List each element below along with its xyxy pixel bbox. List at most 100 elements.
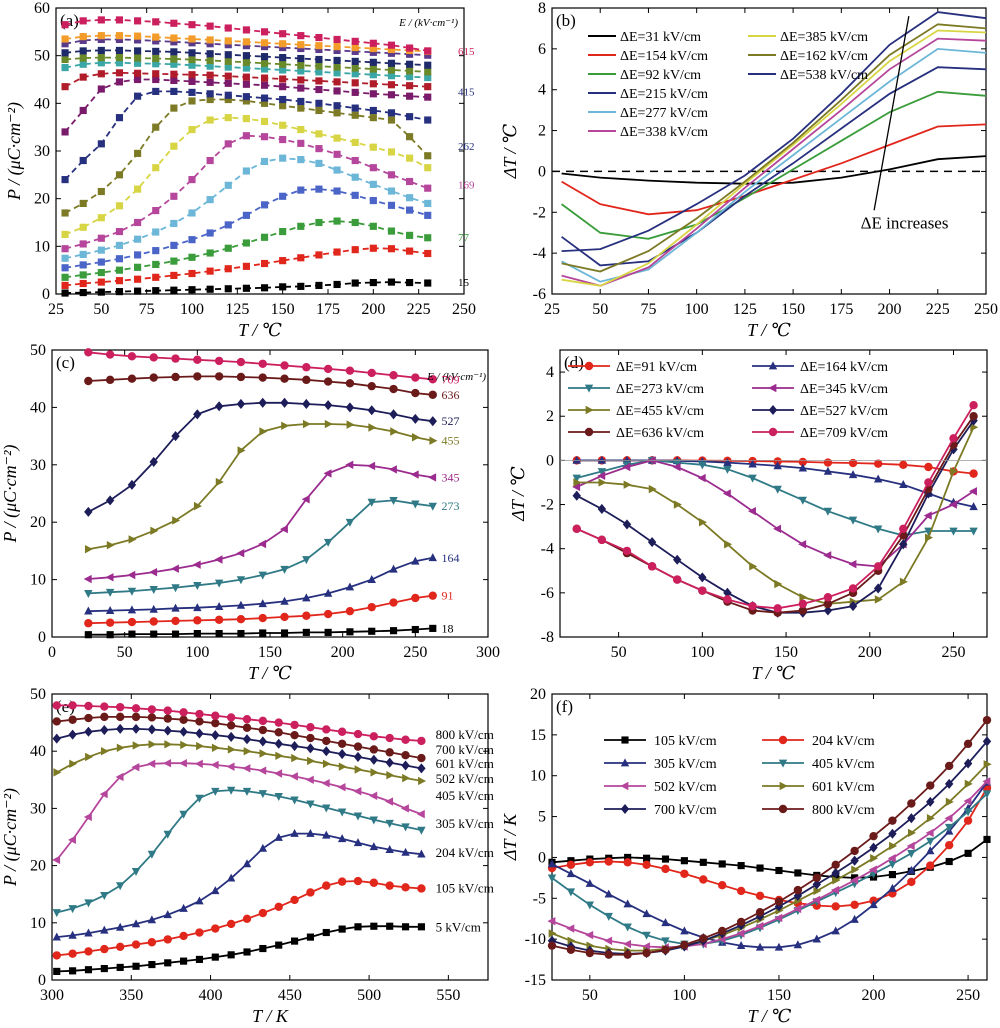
data-point — [115, 772, 124, 782]
data-point — [61, 254, 69, 262]
data-point — [84, 590, 93, 598]
data-point — [888, 871, 897, 879]
data-point — [115, 16, 124, 24]
legend-entry: ΔE=455 kV/cm — [616, 404, 704, 419]
data-point — [547, 859, 557, 868]
data-point — [661, 945, 670, 954]
data-point — [333, 102, 341, 110]
data-point — [97, 258, 105, 266]
data-point — [171, 354, 180, 363]
data-point — [386, 771, 395, 780]
data-point — [258, 539, 267, 549]
data-point — [171, 616, 180, 626]
data-point — [242, 132, 250, 140]
data-point — [773, 461, 782, 470]
data-point — [387, 45, 396, 54]
data-point — [163, 725, 172, 736]
data-point — [585, 948, 595, 958]
data-point — [279, 283, 287, 291]
data-point — [369, 48, 377, 56]
data-point — [369, 842, 379, 851]
data-point — [333, 109, 341, 117]
data-point — [170, 60, 178, 68]
y-tick-label: 2 — [546, 408, 554, 425]
data-point — [369, 106, 377, 115]
data-point — [193, 409, 202, 420]
data-point — [127, 617, 137, 627]
x-tick-label: 250 — [403, 644, 427, 661]
data-point — [192, 560, 201, 569]
data-point — [134, 251, 142, 259]
data-point — [418, 776, 427, 786]
legend-entry: ΔE=91 kV/cm — [616, 360, 697, 375]
data-point — [697, 473, 706, 483]
y-tick-label: 50 — [30, 686, 46, 703]
legend-entry: ΔE=709 kV/cm — [800, 426, 888, 441]
y-tick-label: 0 — [42, 286, 50, 303]
data-point — [406, 67, 414, 75]
data-point — [353, 812, 363, 821]
data-point — [831, 867, 840, 878]
data-point — [723, 587, 732, 598]
data-point — [279, 54, 287, 62]
data-point — [280, 612, 289, 622]
data-point — [131, 704, 141, 713]
x-axis-label: T / ℃ — [747, 320, 791, 340]
data-point — [353, 729, 363, 739]
data-point — [411, 433, 420, 442]
data-point — [206, 90, 214, 98]
data-point — [170, 38, 178, 46]
data-point — [150, 526, 159, 536]
data-point — [152, 260, 160, 269]
data-point — [369, 80, 377, 88]
data-point — [243, 747, 252, 756]
data-point — [597, 455, 607, 464]
data-point — [170, 34, 178, 42]
data-point — [226, 919, 236, 929]
data-point — [214, 555, 223, 564]
data-point — [944, 761, 954, 771]
data-point — [227, 951, 235, 959]
data-point — [170, 55, 178, 63]
data-point — [274, 738, 283, 749]
data-point — [417, 763, 426, 774]
legend-entry: 105 kV/cm — [654, 734, 717, 749]
data-point — [280, 361, 289, 370]
data-point — [115, 241, 124, 249]
data-point — [115, 277, 124, 285]
x-tick-label: 200 — [862, 987, 886, 1004]
data-point — [79, 271, 87, 279]
data-point — [428, 416, 437, 427]
data-point — [275, 751, 284, 760]
data-point — [302, 398, 311, 409]
y-axis-label: P / (μC·cm⁻²) — [0, 444, 21, 543]
data-point — [258, 613, 267, 623]
data-point — [115, 171, 124, 179]
data-point — [171, 603, 180, 612]
x-axis-label: T / ℃ — [248, 663, 292, 683]
data-point — [97, 140, 105, 148]
data-point — [170, 257, 178, 265]
data-point — [152, 87, 160, 95]
data-point — [945, 797, 954, 807]
data-point — [211, 743, 220, 752]
x-axis-label: T / ℃ — [752, 663, 796, 683]
data-point — [572, 482, 581, 492]
data-point — [152, 37, 160, 45]
y-tick-label: 10 — [30, 572, 46, 589]
data-point — [353, 742, 363, 751]
data-point — [306, 800, 315, 809]
data-point — [723, 457, 732, 466]
legend-entry: ΔE=162 kV/cm — [780, 49, 868, 64]
data-point — [236, 600, 246, 609]
data-point — [297, 61, 305, 69]
data-point — [333, 280, 341, 289]
data-point — [79, 60, 87, 68]
data-point — [417, 736, 426, 746]
data-point — [242, 284, 250, 292]
data-point — [290, 730, 299, 740]
data-point — [152, 228, 160, 236]
data-point — [428, 502, 437, 511]
data-point — [106, 631, 114, 639]
data-point — [369, 278, 377, 287]
